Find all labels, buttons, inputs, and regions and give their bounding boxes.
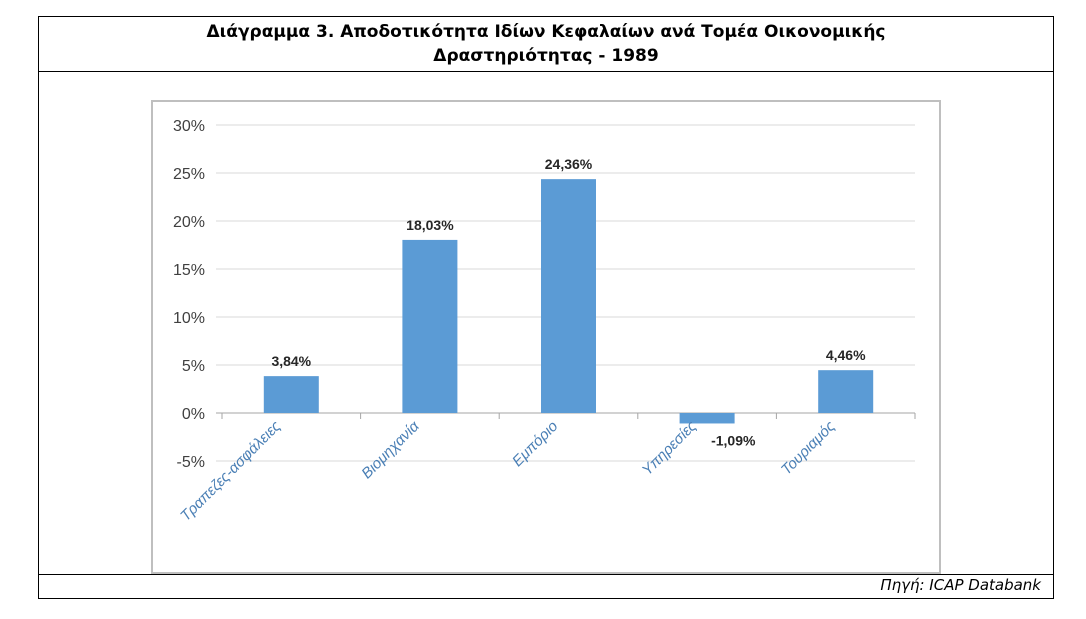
figure-table: Διάγραμμα 3. Αποδοτικότητα Ιδίων Κεφαλαί…: [38, 16, 1054, 599]
y-tick-label: 25%: [173, 166, 205, 183]
data-label: 18,03%: [406, 217, 454, 233]
bar: [679, 413, 735, 424]
y-tick-label: -5%: [177, 454, 205, 471]
source-note: Πηγή: ICAP Databank: [880, 576, 1041, 594]
y-tick-label: 0%: [182, 406, 205, 423]
y-tick-label: 5%: [182, 358, 205, 375]
bottom-border: [38, 598, 1054, 599]
data-label: 4,46%: [826, 347, 866, 363]
data-label: -1,09%: [711, 432, 756, 448]
y-tick-label: 15%: [173, 262, 205, 279]
title-line-1: Διάγραμμα 3. Αποδοτικότητα Ιδίων Κεφαλαί…: [206, 22, 886, 42]
bar: [541, 179, 596, 413]
chart-row: [39, 72, 1053, 575]
bar: [402, 239, 458, 413]
y-tick-label: 20%: [173, 214, 205, 231]
data-label: 3,84%: [271, 353, 311, 369]
y-tick-label: 10%: [173, 310, 205, 327]
data-label: 24,36%: [545, 156, 593, 172]
bar: [818, 370, 874, 413]
bar: [263, 376, 319, 413]
y-tick-label: 30%: [173, 118, 205, 135]
chart-title: Διάγραμμα 3. Αποδοτικότητα Ιδίων Κεφαλαί…: [39, 17, 1053, 72]
title-line-2: Δραστηριότητας - 1989: [433, 46, 659, 66]
